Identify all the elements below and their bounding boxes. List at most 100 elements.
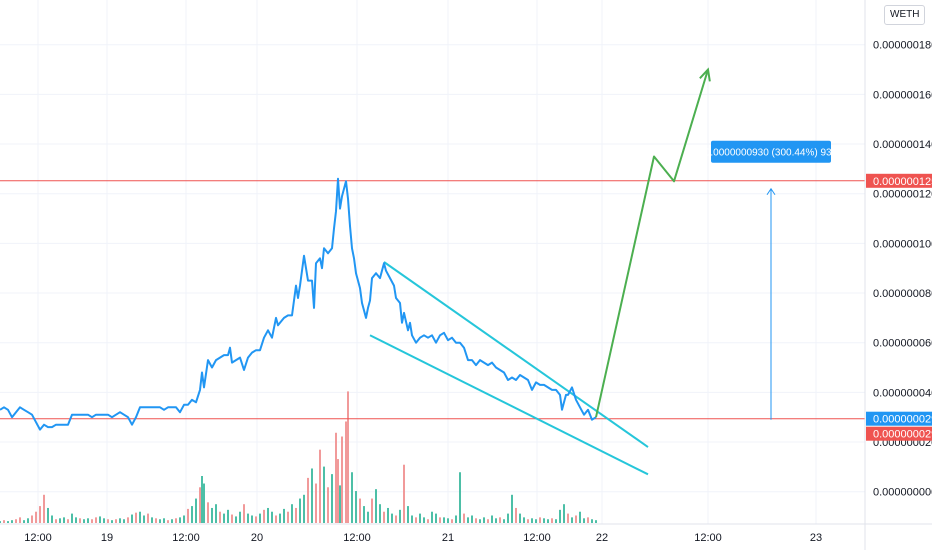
volume-bar [139,511,141,523]
volume-bar [59,518,61,523]
volume-bar [359,498,361,523]
volume-bar [227,509,229,523]
volume-bar [235,516,237,523]
volume-bar [471,515,473,523]
volume-bar [219,511,221,523]
time-axis-tick-label: 12:00 [523,532,551,544]
volume-bar [91,519,93,523]
volume-bar [331,474,333,523]
volume-bar [575,515,577,523]
wedge-lower-line [369,334,649,476]
volume-bar [287,511,289,523]
volume-bar [447,518,449,523]
volume-bar [267,507,269,523]
volume-bar [127,517,129,523]
price-axis-tick-label: 0.0000000400 [873,387,932,399]
volume-bar [475,518,477,523]
volume-bar [395,515,397,523]
volume-bar [191,506,193,523]
volume-bar [495,518,497,523]
symbol-label[interactable]: WETH [884,5,926,25]
time-axis-tick-label: 19 [101,532,113,544]
volume-bar [345,421,347,523]
volume-bar [535,519,537,523]
volume-bar [327,487,329,523]
volume-bar [499,517,501,523]
volume-bar [231,514,233,523]
volume-bar [595,520,597,523]
volume-bar [459,472,461,523]
volume-bar [151,517,153,523]
price-series [0,177,597,431]
volume-bar [419,513,421,523]
volume-bar [307,477,309,523]
volume-bar [201,476,203,523]
price-axis-tick-label: 0.0000001400 [873,139,932,151]
volume-bar [243,504,245,523]
volume-bar [155,518,157,523]
volume-bar [67,519,69,523]
time-axis-tick-label: 12:00 [172,532,200,544]
volume-bar [147,513,149,523]
price-axis-tick-label: 0.0000000000 [873,487,932,499]
volume-bar [367,511,369,523]
volume-bar [99,516,101,523]
volume-bar [299,498,301,523]
volume-bar [483,517,485,523]
volume-bar [431,511,433,523]
time-axis-tick-label: 22 [596,532,608,544]
volume-bar [583,518,585,523]
volume-bar [275,515,277,523]
volume-bar [295,507,297,523]
price-tag [866,411,932,426]
time-axis-tick-label: 21 [442,532,454,544]
volume-bar [23,520,25,523]
volume-bar [15,519,17,523]
volume-bar [79,518,81,523]
volume-bar [171,519,173,523]
volume-bar [131,514,133,523]
volume-bar [207,502,209,523]
volume-bar [337,459,339,523]
volume-bar [507,513,509,523]
volume-bar [251,515,253,523]
volume-bar [55,519,57,523]
volume-bar [283,508,285,523]
price-tag [866,426,932,441]
volume-bar [387,507,389,523]
volume-bar [523,517,525,523]
volume-bar [355,491,357,523]
time-axis-tick-label: 12:00 [343,532,371,544]
volume-bar [183,515,185,523]
volume-bar [167,520,169,523]
price-tag-label: 0.0000001252 [873,176,932,188]
volume-bar [491,515,493,523]
volume-bar [455,515,457,523]
volume-bar [379,504,381,523]
falling-wedge [369,261,649,476]
volume-bar [271,511,273,523]
volume-bar [503,519,505,523]
volume-bar [211,507,213,523]
volume-bar [159,519,161,523]
volume-bar [303,494,305,523]
volume-bar [555,519,557,523]
volume-bar [111,520,113,523]
volume-bar [415,517,417,523]
volume-bar [83,519,85,523]
volume-bar [335,432,337,523]
volume-bar [239,511,241,523]
volume-bar [87,518,89,523]
volume-bar [103,518,105,523]
volume-bar [443,517,445,523]
volume-bar [547,519,549,523]
volume-bar [487,519,489,523]
time-axis[interactable]: 12:00 19 12:00 20 12:00 21 12:00 22 12:00 23 [24,532,822,544]
volume-bar [407,506,409,523]
time-axis-tick-label: 20 [251,532,263,544]
volume-bar [411,515,413,523]
volume-bar [31,515,33,523]
volume-bar [195,498,197,523]
